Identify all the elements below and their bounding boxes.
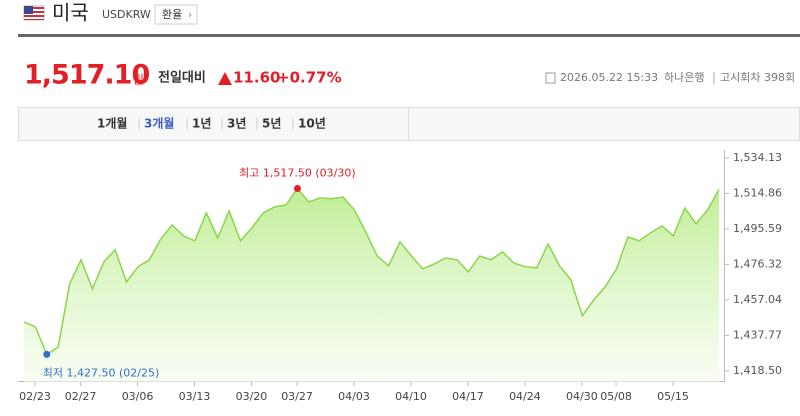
- x-tick-label: 04/30: [566, 390, 598, 403]
- chevron: ›: [188, 10, 192, 21]
- tab[interactable]: 5년: [262, 117, 281, 131]
- y-tick-label: 1,514.86: [733, 186, 782, 199]
- y-tick-label: 1,495.59: [733, 222, 782, 235]
- max-label: 최고 1,517.50 (03/30): [239, 167, 356, 180]
- country: 미국: [52, 1, 89, 25]
- tab[interactable]: 1개월: [97, 116, 127, 131]
- y-tick-label: 1,457.04: [733, 293, 782, 306]
- tab[interactable]: 1년: [192, 117, 211, 131]
- line: [23, 187, 720, 356]
- tab[interactable]: 3년: [227, 117, 246, 131]
- x-tick-label: 04/17: [452, 390, 484, 403]
- price-unit: 원: [133, 73, 144, 87]
- area: [24, 188, 719, 382]
- change: 11.60: [233, 69, 280, 87]
- x-tick-label: 02/27: [65, 390, 97, 403]
- bank: 하나은행: [664, 70, 704, 84]
- code: USDKRW: [102, 8, 151, 21]
- x-tick-label: 03/13: [179, 390, 211, 403]
- tab[interactable]: 10년: [298, 117, 326, 131]
- calendar-icon: [545, 72, 556, 84]
- y-tick-label: 1,418.50: [733, 364, 782, 377]
- min-label: 최저 1,427.50 (02/25): [43, 366, 160, 379]
- tab[interactable]: 3개월: [144, 116, 174, 131]
- x-tick-label: 03/27: [281, 390, 313, 403]
- x-tick-label: 04/03: [338, 390, 370, 403]
- rate-button-label[interactable]: 환율: [162, 8, 182, 21]
- change-label: 전일대비: [158, 70, 206, 86]
- x-tick-label: 05/15: [657, 390, 689, 403]
- divider: [18, 34, 800, 37]
- y-tick-label: 1,476.32: [733, 257, 782, 270]
- rate-button[interactable]: [154, 4, 198, 25]
- datetime: 2026.05.22 15:33: [560, 71, 658, 84]
- x-tick-label: 02/23: [19, 390, 51, 403]
- change-pct: +0.77%: [277, 69, 342, 87]
- price: 1,517.10: [24, 60, 149, 91]
- x-tick-label: 03/20: [236, 390, 268, 403]
- min-point: [43, 350, 51, 358]
- y-tick-label: 1,437.77: [733, 328, 782, 341]
- round: 고시회차 398회: [720, 71, 795, 84]
- x-tick-label: 05/08: [600, 390, 632, 403]
- x-tick-label: 04/24: [509, 390, 541, 403]
- y-tick-label: 1,534.13: [733, 151, 782, 164]
- up-arrow: [218, 72, 232, 85]
- x-tick-label: 04/10: [395, 390, 427, 403]
- x-tick-label: 03/06: [122, 390, 154, 403]
- max-point: [293, 185, 301, 193]
- flag-icon: [23, 5, 45, 21]
